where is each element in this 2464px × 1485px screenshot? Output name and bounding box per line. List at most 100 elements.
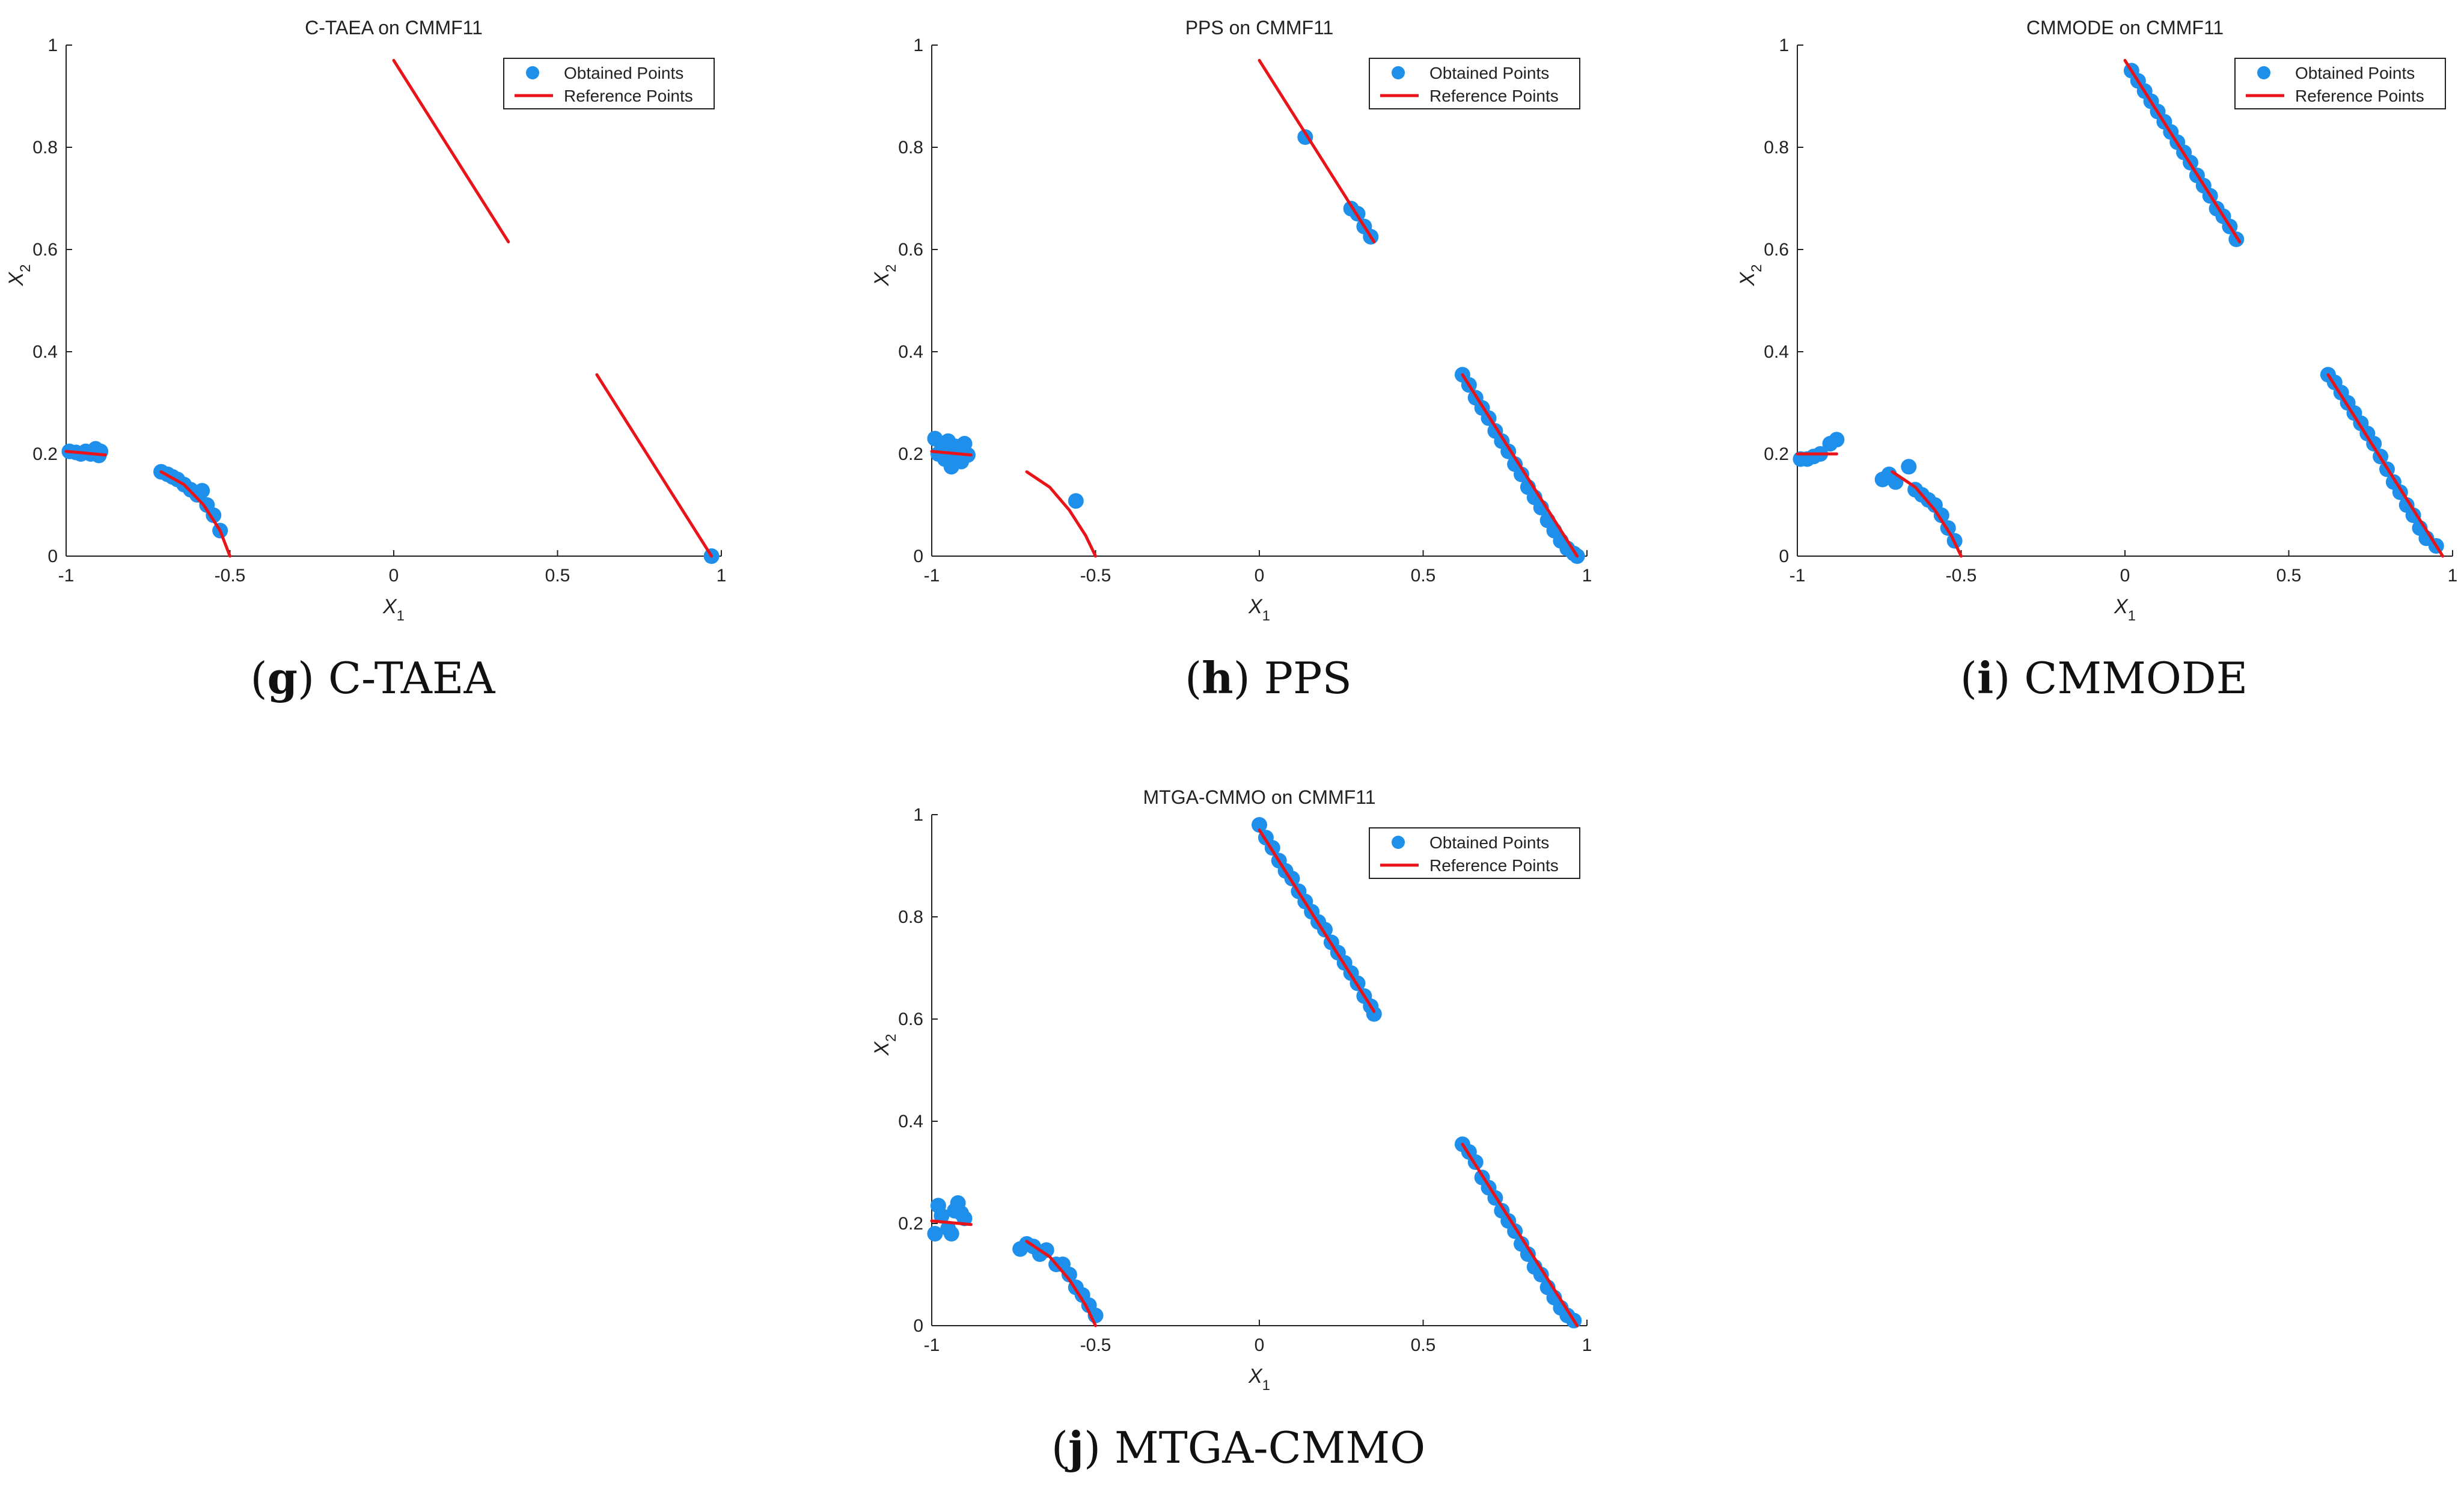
- legend-box: [1369, 827, 1580, 879]
- obtained-point: [93, 443, 109, 459]
- legend-point-swatch: [1392, 836, 1405, 849]
- x-tick-label: -1: [1790, 566, 1806, 586]
- y-tick-label: 0.2: [1764, 444, 1789, 464]
- x-axis-label: X1: [1248, 1365, 1270, 1394]
- obtained-point: [943, 1226, 959, 1242]
- y-tick-label: 0: [47, 547, 58, 566]
- y-tick-label: 0.4: [898, 342, 923, 362]
- x-axis-label: X1: [2114, 595, 2136, 624]
- obtained-point: [206, 507, 222, 523]
- caption-mtga-cmmo: (j) MTGA-CMMO: [1051, 1422, 1426, 1473]
- y-tick-label: 1: [1779, 35, 1789, 55]
- y-tick-label: 0.8: [32, 138, 58, 158]
- x-tick-label: -0.5: [1080, 1335, 1111, 1355]
- obtained-point: [1520, 1246, 1536, 1262]
- y-tick-label: 0.4: [32, 342, 58, 362]
- reference-line: [159, 470, 231, 558]
- legend-label-reference: Reference Points: [1429, 87, 1559, 105]
- reference-line: [1891, 470, 1963, 558]
- obtained-point: [1933, 507, 1949, 523]
- legend: Obtained Points Reference Points: [503, 58, 715, 109]
- y-tick-label: 1: [913, 805, 923, 825]
- y-tick-label: 0: [1779, 547, 1789, 566]
- obtained-point: [2405, 507, 2421, 523]
- reference-line: [930, 1219, 973, 1226]
- x-tick-label: -1: [924, 566, 940, 586]
- obtained-point: [927, 1226, 943, 1242]
- reference-line: [1258, 59, 1376, 243]
- chart-mtga-cmmo: MTGA-CMMO on CMMF11 -1 -0.5 0 0.5 1 0 0.2 0.4 0.6…: [870, 786, 1592, 1394]
- chart-title: CMMODE on CMMF11: [2026, 17, 2224, 38]
- obtained-point: [1533, 1267, 1549, 1282]
- x-tick-label: 1: [717, 566, 727, 586]
- y-tick-label: 0.6: [898, 1009, 923, 1029]
- legend-point-swatch: [1392, 66, 1405, 79]
- x-tick-label: -1: [924, 1335, 940, 1355]
- legend-label-obtained: Obtained Points: [2295, 64, 2415, 82]
- y-tick-label: 0.4: [898, 1112, 923, 1131]
- legend-label-obtained: Obtained Points: [564, 64, 683, 82]
- reference-line: [1461, 1142, 1579, 1327]
- legend-label-obtained: Obtained Points: [1429, 833, 1549, 852]
- x-tick-label: 0: [1255, 1335, 1265, 1355]
- y-tick-label: 1: [913, 35, 923, 55]
- x-tick-label: 0.5: [2276, 566, 2302, 586]
- obtained-point: [1068, 493, 1084, 509]
- reference-line: [1025, 1240, 1097, 1327]
- reference-line: [392, 59, 510, 243]
- chart-title: PPS on CMMF11: [1185, 17, 1334, 38]
- y-tick-label: 1: [47, 35, 58, 55]
- x-tick-label: 0: [389, 566, 399, 586]
- reference-line: [930, 450, 973, 457]
- obtained-point: [1061, 1267, 1077, 1282]
- obtained-point: [1829, 432, 1845, 448]
- caption-cmmode: (i) CMMODE: [1960, 652, 2248, 703]
- chart-pps: PPS on CMMF11 -1 -0.5 0 0.5 1 0 0.2 0.4 0.6 0.8 1 X1…: [870, 17, 1592, 624]
- reference-line: [595, 373, 714, 558]
- obtained-point: [1038, 1242, 1054, 1258]
- y-tick-label: 0.4: [1764, 342, 1789, 362]
- y-tick-label: 0.2: [898, 444, 923, 464]
- x-tick-label: 0.5: [545, 566, 570, 586]
- chart-title: C-TAEA on CMMF11: [305, 17, 483, 38]
- y-tick-label: 0.6: [1764, 240, 1789, 260]
- y-tick-label: 0.8: [1764, 138, 1789, 158]
- obtained-point: [947, 438, 963, 455]
- legend-point-swatch: [526, 66, 539, 79]
- obtained-point: [1366, 1006, 1382, 1022]
- x-tick-label: 0.5: [1411, 1335, 1436, 1355]
- legend-label-reference: Reference Points: [1429, 856, 1559, 875]
- y-axis-label: X2: [870, 264, 899, 286]
- legend-label-obtained: Obtained Points: [1429, 64, 1549, 82]
- panel-mtga-cmmo: MTGA-CMMO on CMMF11 -1 -0.5 0 0.5 1 0 0.2 0.4 0.6…: [866, 770, 1671, 1394]
- reference-line: [1461, 373, 1579, 558]
- legend-box: [503, 58, 715, 109]
- legend: Obtained Points Reference Points: [1369, 827, 1580, 879]
- obtained-point: [1901, 459, 1917, 475]
- y-tick-label: 0.2: [32, 444, 58, 464]
- reference-line: [2123, 59, 2242, 243]
- x-tick-label: 0: [2120, 566, 2130, 586]
- reference-line: [1258, 828, 1376, 1013]
- x-axis-label: X1: [382, 595, 405, 624]
- y-axis-label: X2: [870, 1033, 899, 1056]
- caption-pps: (h) PPS: [1185, 652, 1352, 703]
- y-tick-label: 0.8: [898, 138, 923, 158]
- y-tick-label: 0.6: [32, 240, 58, 260]
- legend-label-reference: Reference Points: [564, 87, 693, 105]
- chart-ctaea: C-TAEA on CMMF11 -1 -0.5 0 0.5 1 0 0.2 0.4 0.6 0.8…: [5, 17, 727, 624]
- x-tick-label: -0.5: [1946, 566, 1977, 586]
- y-tick-label: 0.8: [898, 907, 923, 927]
- chart-cmmode: CMMODE on CMMF11 -1 -0.5 0 0.5 1 0 0.2 0.4 0.6 0.8…: [1736, 17, 2457, 624]
- chart-title: MTGA-CMMO on CMMF11: [1143, 786, 1376, 808]
- x-tick-label: -0.5: [215, 566, 246, 586]
- obtained-point: [1514, 467, 1529, 482]
- x-tick-label: 0.5: [1411, 566, 1436, 586]
- x-tick-label: 1: [1582, 1335, 1592, 1355]
- y-axis-label: X2: [5, 264, 34, 286]
- legend: Obtained Points Reference Points: [1369, 58, 1580, 109]
- y-tick-label: 0: [913, 547, 923, 566]
- legend-point-swatch: [2257, 66, 2270, 79]
- reference-line: [64, 450, 107, 457]
- panel-pps: PPS on CMMF11 -1 -0.5 0 0.5 1 0 0.2 0.4 0.6 0.8 1 X1…: [866, 0, 1671, 624]
